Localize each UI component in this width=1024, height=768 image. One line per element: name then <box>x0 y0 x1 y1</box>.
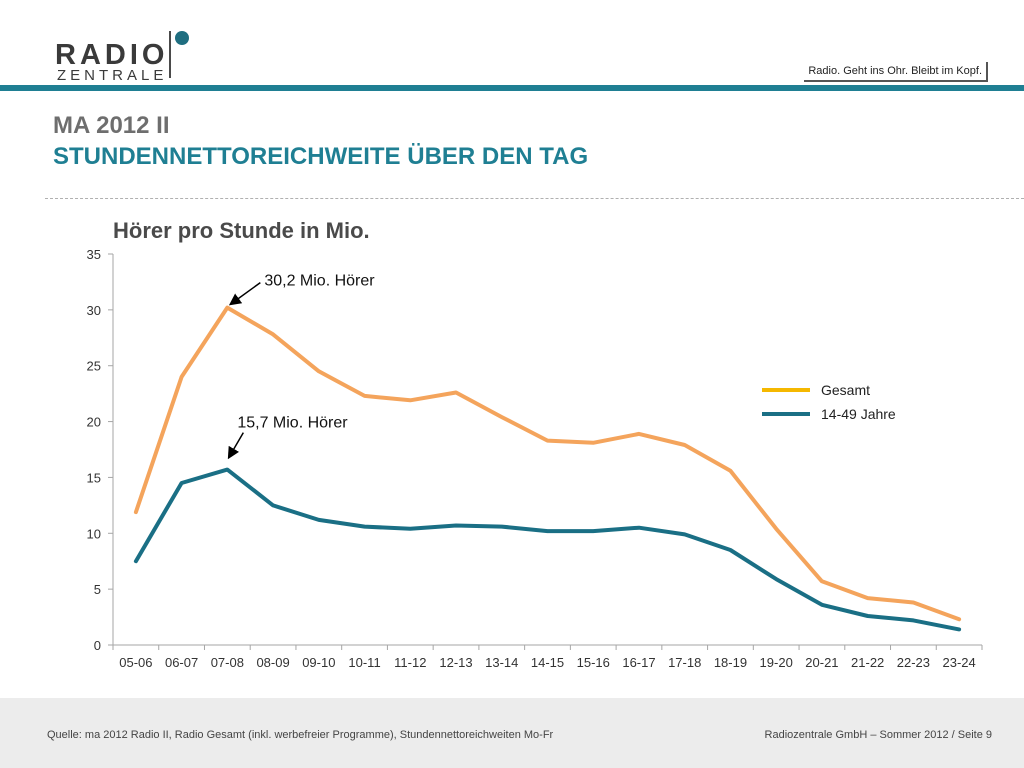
page-subtitle: STUNDENNETTOREICHWEITE ÜBER DEN TAG <box>53 143 589 170</box>
x-tick-label: 10-11 <box>348 655 380 670</box>
page-number: Radiozentrale GmbH – Sommer 2012 / Seite… <box>764 729 992 741</box>
logo-dot-icon <box>175 31 189 45</box>
page-title: MA 2012 II <box>53 112 170 139</box>
y-tick-label: 30 <box>87 303 101 318</box>
header: RADIO ZENTRALE Radio. Geht ins Ohr. Blei… <box>0 0 1024 91</box>
series-line-14-49 <box>133 467 962 632</box>
x-tick-label: 23-24 <box>943 655 976 670</box>
series-line-gesamt <box>133 305 962 622</box>
logo-radio-text: RADIO <box>55 39 169 71</box>
y-tick-label: 15 <box>87 470 101 485</box>
x-tick-label: 13-14 <box>485 655 518 670</box>
x-tick-label: 12-13 <box>439 655 472 670</box>
x-tick-label: 06-07 <box>165 655 198 670</box>
x-tick-label: 20-21 <box>805 655 838 670</box>
line-chart: Hörer pro Stunde in Mio. 0 5 10 15 20 25 30 35 05… <box>87 218 983 670</box>
y-tick-label: 35 <box>87 247 101 262</box>
y-tick-label: 0 <box>94 638 101 653</box>
annotation-arrow <box>227 432 244 460</box>
x-tick-label: 18-19 <box>714 655 747 670</box>
y-tick-label: 5 <box>94 582 101 597</box>
annotation-label: 15,7 Mio. Hörer <box>237 415 348 432</box>
x-tick-label: 11-12 <box>394 655 426 670</box>
source-note: Quelle: ma 2012 Radio II, Radio Gesamt (… <box>47 729 554 741</box>
legend-label: 14-49 Jahre <box>821 406 896 422</box>
annotation-label: 30,2 Mio. Hörer <box>264 273 375 290</box>
logo-zentrale-text: ZENTRALE <box>57 67 168 84</box>
x-tick-label: 05-06 <box>119 655 152 670</box>
x-tick-label: 19-20 <box>760 655 793 670</box>
y-tick-label: 25 <box>87 359 101 374</box>
y-tick-label: 20 <box>87 415 101 430</box>
y-tick-label: 10 <box>87 526 101 541</box>
annotation-arrow <box>228 282 261 306</box>
x-tick-label: 09-10 <box>302 655 335 670</box>
logo-divider <box>169 31 171 78</box>
chart-subtitle: Hörer pro Stunde in Mio. <box>113 218 370 243</box>
x-tick-label: 17-18 <box>668 655 701 670</box>
legend-label: Gesamt <box>821 382 870 398</box>
x-tick-label: 15-16 <box>577 655 610 670</box>
x-tick-label: 07-08 <box>211 655 244 670</box>
slogan: Radio. Geht ins Ohr. Bleibt im Kopf. <box>804 62 988 82</box>
x-tick-label: 16-17 <box>622 655 655 670</box>
x-tick-label: 14-15 <box>531 655 564 670</box>
x-tick-label: 22-23 <box>897 655 930 670</box>
title-divider <box>45 198 1024 199</box>
x-tick-label: 21-22 <box>851 655 884 670</box>
footer: Quelle: ma 2012 Radio II, Radio Gesamt (… <box>0 698 1024 768</box>
x-tick-label: 08-09 <box>256 655 289 670</box>
header-rule <box>0 85 1024 91</box>
